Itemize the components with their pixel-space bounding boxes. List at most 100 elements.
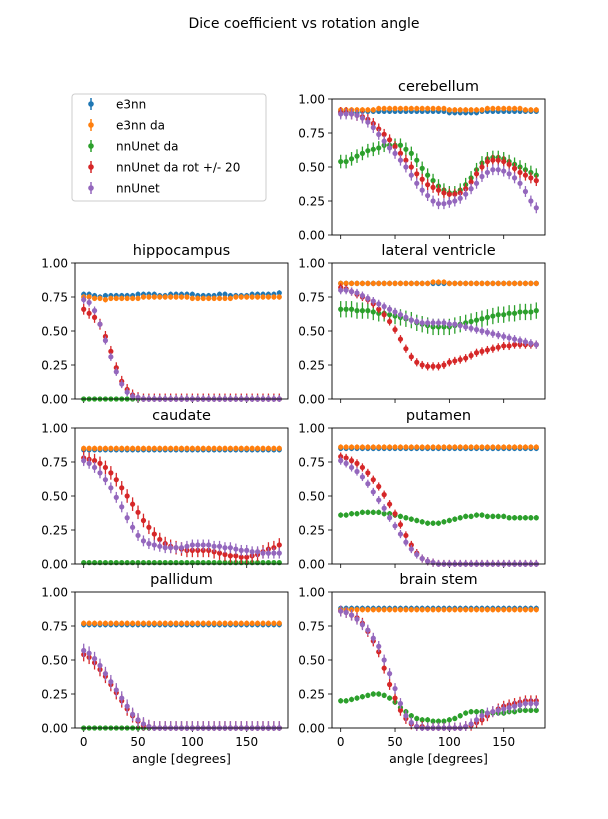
data-point bbox=[244, 554, 250, 560]
data-point bbox=[452, 321, 458, 327]
data-point bbox=[463, 513, 469, 520]
data-point bbox=[97, 460, 103, 466]
data-point bbox=[397, 312, 404, 318]
data-point bbox=[359, 694, 366, 700]
data-point bbox=[490, 607, 496, 613]
data-point bbox=[354, 153, 360, 159]
data-point bbox=[222, 551, 228, 558]
data-point bbox=[446, 199, 452, 205]
data-point bbox=[528, 607, 534, 613]
data-point bbox=[414, 517, 420, 524]
data-point bbox=[403, 164, 409, 170]
data-point bbox=[359, 308, 366, 314]
y-tick-label: 1.00 bbox=[41, 422, 68, 436]
data-point bbox=[457, 107, 463, 113]
data-point bbox=[457, 713, 463, 719]
data-point bbox=[370, 280, 376, 286]
data-point bbox=[392, 444, 398, 450]
data-point bbox=[446, 444, 452, 450]
y-tick-label: 0.00 bbox=[298, 393, 325, 407]
data-point bbox=[463, 107, 469, 113]
data-point bbox=[113, 445, 119, 451]
data-point bbox=[484, 158, 491, 165]
data-point bbox=[495, 157, 501, 163]
data-point bbox=[222, 295, 228, 301]
data-point bbox=[370, 607, 376, 613]
data-point bbox=[102, 464, 109, 471]
x-tick-label: 0 bbox=[337, 735, 345, 749]
data-point bbox=[271, 620, 277, 626]
data-point bbox=[354, 290, 360, 296]
data-point bbox=[473, 280, 480, 286]
legend-entry: e3nn bbox=[88, 98, 146, 112]
data-point bbox=[343, 512, 349, 518]
data-point bbox=[276, 290, 282, 296]
data-point bbox=[162, 294, 168, 300]
data-point bbox=[403, 280, 409, 286]
data-point bbox=[151, 294, 157, 300]
data-point bbox=[162, 445, 168, 451]
data-point bbox=[533, 444, 539, 450]
data-point bbox=[348, 306, 355, 312]
data-point bbox=[135, 560, 141, 566]
data-point bbox=[343, 455, 349, 461]
data-point bbox=[490, 157, 496, 163]
data-point bbox=[359, 474, 366, 480]
data-point bbox=[533, 107, 539, 113]
data-point bbox=[381, 280, 387, 286]
data-point bbox=[200, 560, 206, 566]
data-point bbox=[506, 607, 512, 613]
data-point bbox=[452, 715, 458, 722]
data-point bbox=[452, 444, 458, 450]
data-point bbox=[419, 555, 425, 562]
data-point bbox=[376, 509, 382, 515]
data-point bbox=[238, 620, 244, 626]
data-point bbox=[452, 358, 458, 364]
data-point bbox=[408, 317, 414, 323]
data-point bbox=[457, 607, 463, 613]
data-point bbox=[157, 543, 163, 549]
data-point bbox=[146, 524, 152, 530]
data-point bbox=[338, 158, 344, 165]
data-point bbox=[501, 343, 507, 349]
legend-entry: e3nn da bbox=[88, 119, 165, 133]
axes-frame bbox=[331, 98, 546, 236]
data-point bbox=[484, 105, 491, 112]
data-point bbox=[468, 513, 474, 520]
figure-title: Dice coefficient vs rotation angle bbox=[188, 16, 419, 32]
data-point bbox=[348, 444, 355, 450]
data-point bbox=[501, 333, 507, 340]
data-point bbox=[441, 607, 447, 613]
data-point bbox=[484, 280, 491, 286]
plot-area bbox=[81, 620, 282, 731]
data-point bbox=[403, 314, 409, 320]
y-tick-label: 0.50 bbox=[298, 325, 325, 339]
data-point bbox=[441, 201, 447, 207]
y-tick-label: 1.00 bbox=[298, 93, 325, 107]
legend-frame bbox=[71, 93, 267, 202]
data-point bbox=[86, 460, 92, 466]
data-point bbox=[135, 295, 141, 301]
data-point bbox=[260, 294, 266, 300]
data-point bbox=[506, 515, 512, 521]
data-point bbox=[511, 175, 518, 181]
data-point bbox=[517, 169, 523, 176]
data-point bbox=[86, 650, 92, 656]
data-point bbox=[359, 107, 366, 113]
data-point bbox=[473, 107, 480, 113]
data-point bbox=[162, 620, 168, 626]
data-point bbox=[146, 445, 152, 451]
series-nnunet bbox=[81, 455, 282, 559]
data-point bbox=[343, 111, 349, 117]
data-point bbox=[124, 295, 130, 301]
data-point bbox=[227, 620, 234, 626]
data-point bbox=[386, 695, 393, 701]
data-point bbox=[435, 520, 442, 526]
data-point bbox=[463, 355, 469, 361]
data-point bbox=[129, 711, 136, 718]
data-point bbox=[490, 105, 496, 112]
data-point bbox=[157, 560, 163, 566]
series-e3nn-da bbox=[338, 444, 539, 450]
data-point bbox=[338, 111, 344, 117]
data-point bbox=[463, 324, 469, 330]
